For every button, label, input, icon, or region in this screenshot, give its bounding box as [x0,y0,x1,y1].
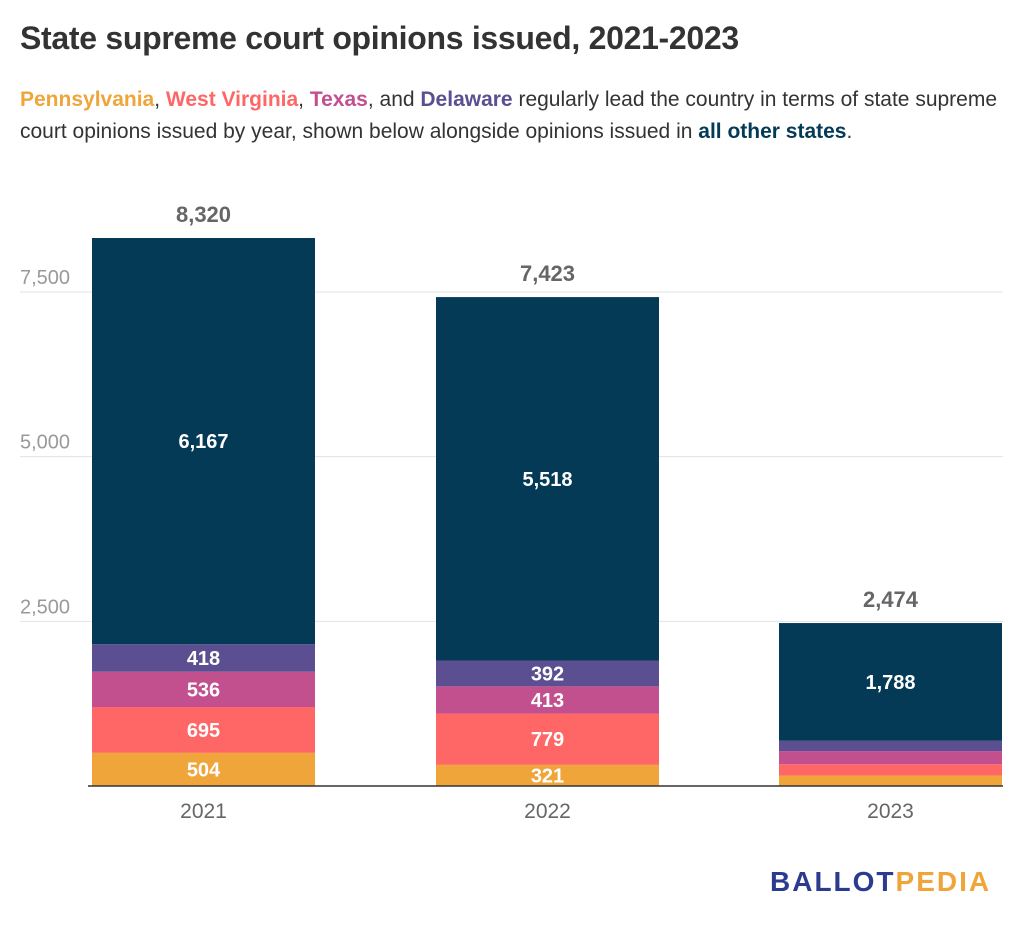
bar-segment [436,297,659,661]
chart-title: State supreme court opinions issued, 202… [20,20,739,56]
bar-segment [779,751,1002,765]
data-label: 779 [531,729,564,751]
subtitle-text: , [298,88,310,111]
logo-part-pedia: PEDIA [895,866,992,897]
data-label: 1,788 [865,672,915,694]
data-label: 321 [531,765,564,787]
bar-segment [436,660,659,687]
y-tick-label: 5,000 [20,432,70,454]
legend-delaware: Delaware [420,88,513,111]
data-label: 695 [187,720,220,742]
legend-west-virginia: West Virginia [165,88,299,111]
legend-pennsylvania: Pennsylvania [20,88,155,111]
stacked-bar-chart: 2,500 5,000 7,500 504 695 536 418 6,167 8,320 202… [20,202,1003,823]
data-label: 6,167 [178,431,228,453]
data-label: 504 [187,759,221,781]
bar-segment [436,764,659,786]
y-tick-label: 2,500 [20,596,70,618]
bar-segment [779,775,1002,786]
bar-segment [92,238,315,645]
data-label: 418 [187,648,220,670]
bar-segment [779,764,1002,776]
data-label: 536 [187,679,220,701]
bar-segment [92,644,315,672]
x-tick-label: 2021 [180,800,227,823]
subtitle-text: regularly lead the country in terms of s… [20,88,998,143]
x-tick-label: 2022 [524,800,571,823]
data-label: 5,518 [522,469,572,491]
logo-part-ballot: BALLOT [770,866,896,897]
chart-subtitle: Pennsylvania, West Virginia, Texas, and … [20,84,1000,148]
subtitle-text: , [154,88,166,111]
x-tick-label: 2023 [867,800,914,823]
ballotpedia-logo: BALLOTPEDIA [770,866,991,898]
bar-segment [779,740,1002,752]
total-label: 7,423 [520,261,575,286]
subtitle-text: , and [367,88,421,111]
bar-segment [92,707,315,753]
legend-texas: Texas [309,88,368,111]
bar-segment [436,713,659,765]
bar-segment [436,686,659,714]
legend-all-other-states: all other states [698,120,847,143]
data-label: 413 [531,690,564,712]
total-label: 8,320 [176,202,231,227]
bar-segment [779,623,1002,741]
total-label: 2,474 [863,587,919,612]
bar-segment [92,671,315,708]
y-tick-label: 7,500 [20,267,70,289]
subtitle-text: . [846,120,853,143]
data-label: 392 [531,663,564,685]
bar-segment [92,752,315,786]
